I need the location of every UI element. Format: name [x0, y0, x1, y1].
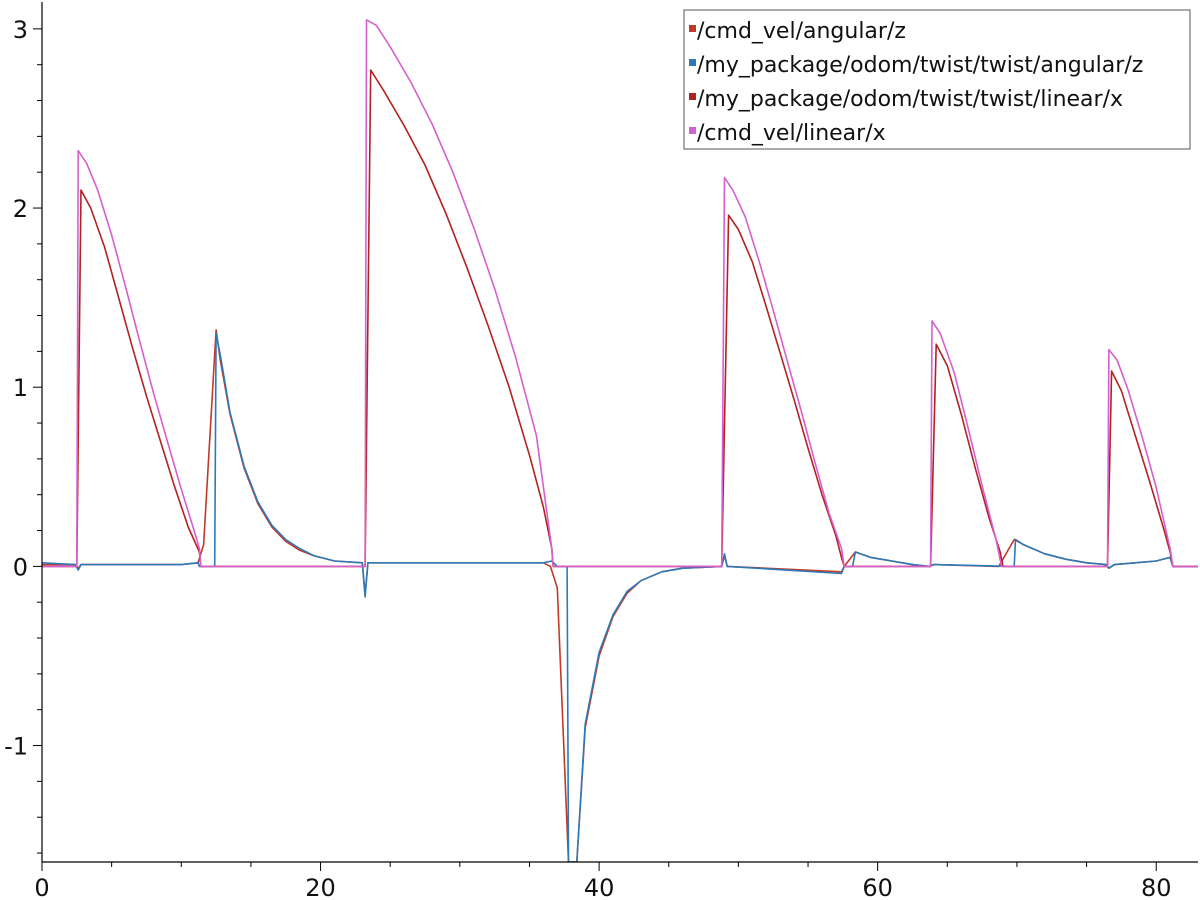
x-tick-label: 80	[1141, 874, 1172, 900]
legend-swatch	[689, 93, 696, 100]
x-tick-label: 40	[584, 874, 615, 900]
y-tick-label: 0	[13, 553, 28, 581]
y-tick-label: 2	[13, 195, 28, 223]
legend-entries: /cmd_vel/angular/z/my_package/odom/twist…	[689, 19, 1143, 146]
legend-label: /my_package/odom/twist/twist/angular/z	[697, 53, 1143, 78]
legend-swatch	[689, 59, 696, 66]
series-line-1	[42, 332, 1198, 862]
y-tick-label: 3	[13, 16, 28, 44]
legend-label: /cmd_vel/linear/x	[697, 121, 886, 146]
legend: /cmd_vel/angular/z/my_package/odom/twist…	[683, 9, 1191, 150]
y-tick-label: -1	[4, 733, 28, 761]
series-layer	[42, 19, 1198, 862]
x-tick-label: 0	[34, 874, 49, 900]
series-line-3	[42, 19, 1198, 568]
legend-label: /my_package/odom/twist/twist/linear/x	[697, 87, 1123, 112]
y-tick-label: 1	[13, 374, 28, 402]
x-tick-label: 20	[305, 874, 336, 900]
legend-swatch	[689, 25, 696, 32]
x-tick-label: 60	[862, 874, 893, 900]
legend-box	[683, 9, 1191, 150]
legend-swatch	[689, 127, 696, 134]
axes-layer: 0 20 40 60 80 -1 0 1 2 3	[4, 2, 1198, 900]
legend-label: /cmd_vel/angular/z	[697, 19, 906, 44]
